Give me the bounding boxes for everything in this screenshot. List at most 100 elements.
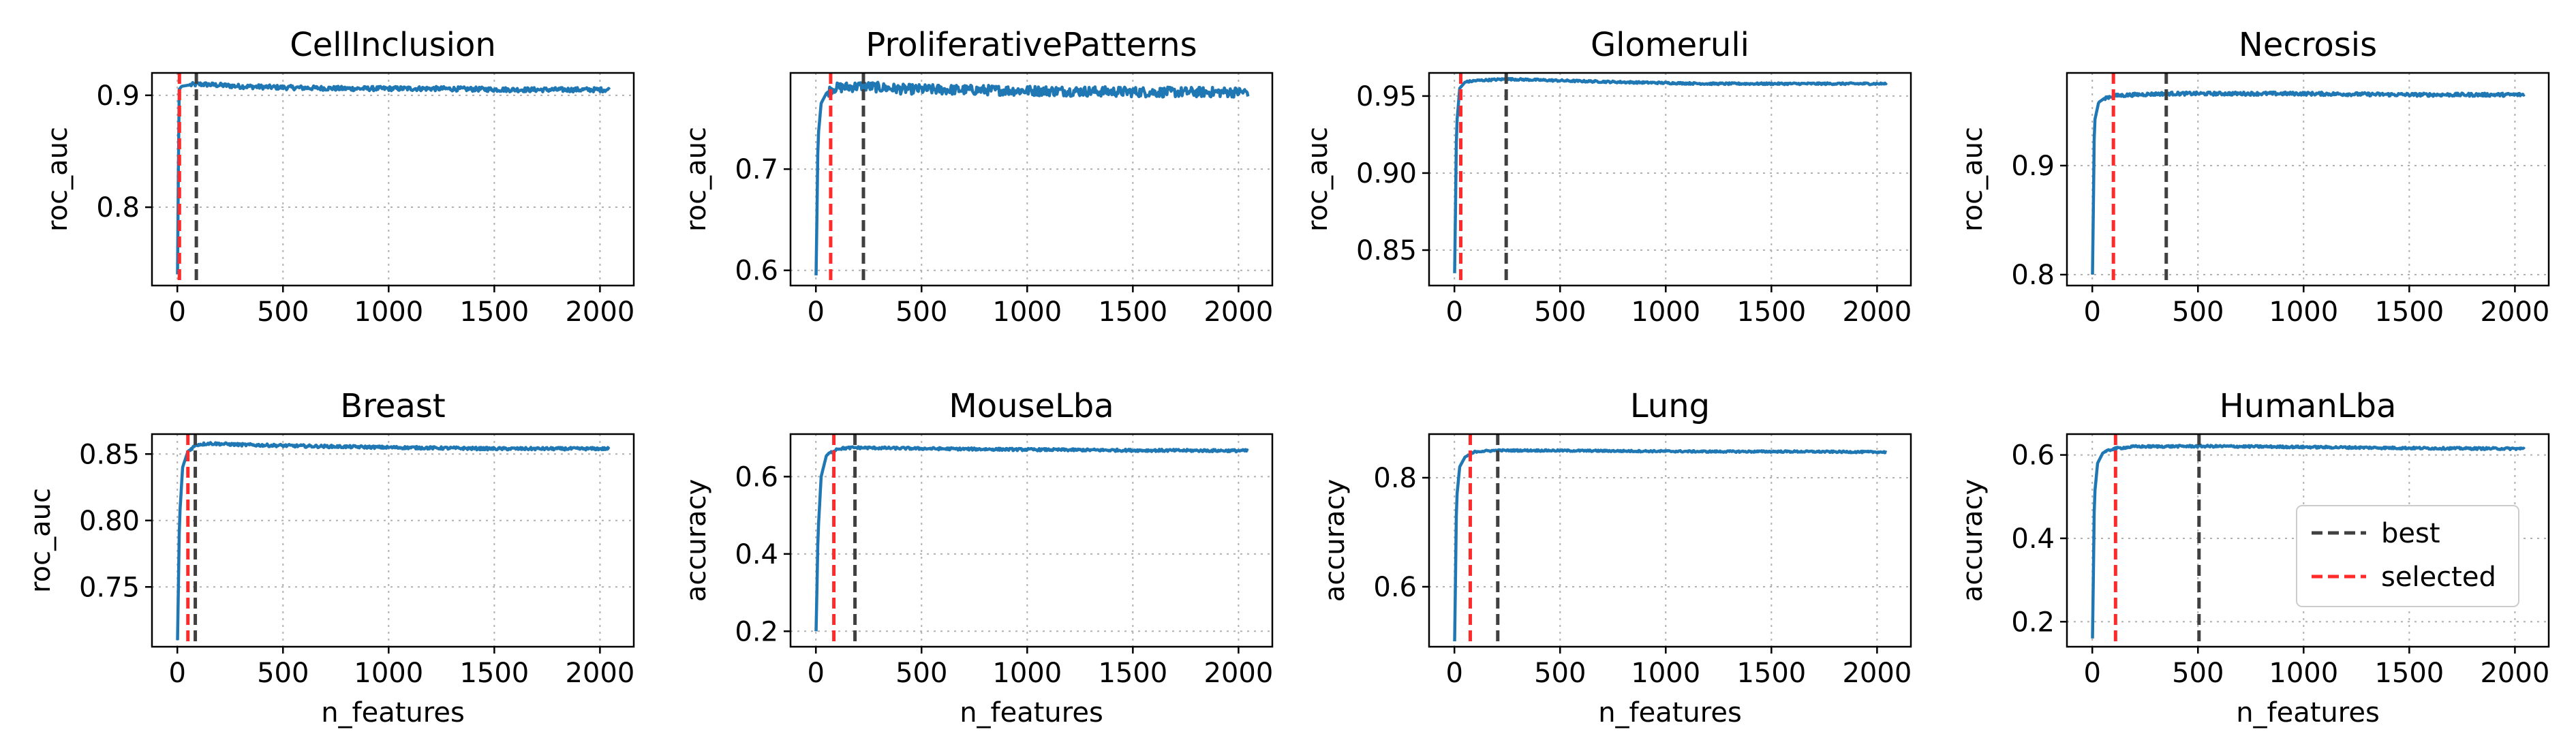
chart-5-series-line [176,441,611,641]
chart-7-axes-frame [1428,433,1912,648]
chart-8-x-tick-label: 2000 [2480,658,2549,689]
chart-4-x-tick-label: 2000 [2480,296,2549,328]
chart-1-y-tick-label: 0.8 [96,192,140,224]
chart-6-x-tick-label: 2000 [1203,658,1273,689]
chart-5-title: Breast [340,387,445,425]
chart-6-x-tick-label: 1000 [992,658,1062,689]
chart-3-x-tick-label: 500 [1534,296,1586,328]
chart-7-x-tick-label: 1000 [1631,658,1700,689]
chart-2-title: ProliferativePatterns [865,26,1197,64]
chart-1-x-tick-label: 1500 [459,296,529,328]
chart-7-x-tick-label: 2000 [1842,658,1912,689]
chart-4-y-tick-label: 0.8 [2011,260,2055,291]
chart-8-x-tick-label: 1000 [2269,658,2338,689]
chart-3-series-line [1453,76,1888,273]
chart-2-y-axis-label: roc_auc [681,127,712,232]
chart-8-x-tick-label: 0 [2083,658,2100,689]
chart-6-x-tick-label: 1500 [1098,658,1167,689]
chart-3-x-tick-label: 2000 [1842,296,1912,328]
chart-panel-7: 0 500 1000 1500 2000 0.6 0.8 Lung accuracy n_feat… [1319,387,1912,729]
chart-2-series-line [814,80,1250,276]
chart-4-series-line [2091,90,2526,275]
chart-3-x-tick-label: 1000 [1631,296,1700,328]
chart-3-y-axis-label: roc_auc [1302,127,1334,232]
chart-7-x-tick-label: 1500 [1736,658,1806,689]
chart-3-x-tick-label: 0 [1445,296,1462,328]
chart-1-x-tick-label: 2000 [565,296,634,328]
legend-best-label: best [2381,518,2440,549]
chart-4-y-tick-label: 0.9 [2011,151,2055,182]
chart-6-y-tick-label: 0.2 [735,616,778,647]
chart-3-y-tick-label: 0.90 [1356,158,1417,189]
chart-7-x-tick-label: 500 [1534,658,1586,689]
chart-8-y-axis-label: accuracy [1957,479,1989,602]
chart-2-x-tick-label: 1500 [1098,296,1167,328]
chart-6-y-axis-label: accuracy [681,479,712,602]
chart-6-x-axis-label: n_features [960,697,1103,729]
chart-7-x-axis-label: n_features [1598,697,1742,729]
chart-1-x-tick-label: 500 [257,296,309,328]
chart-5-y-axis-label: roc_auc [25,488,57,593]
chart-7-y-tick-label: 0.6 [1373,572,1417,603]
chart-1-title: CellInclusion [290,26,496,64]
chart-5-x-tick-label: 1500 [459,658,529,689]
chart-7-series-line [1453,448,1888,642]
chart-panel-6: 0 500 1000 1500 2000 0.2 0.4 0.6 MouseLba accurac… [681,387,1273,729]
chart-6-series-line [814,445,1249,632]
chart-5-x-tick-label: 500 [257,658,309,689]
chart-3-title: Glomeruli [1591,26,1749,64]
chart-8-x-axis-label: n_features [2236,697,2380,729]
chart-7-y-axis-label: accuracy [1319,479,1351,602]
chart-panel-8: 0 500 1000 1500 2000 0.2 0.4 0.6 HumanLba accurac… [1957,387,2549,729]
chart-5-x-tick-label: 1000 [354,658,423,689]
chart-8-series-line [2091,443,2526,639]
chart-5-y-tick-label: 0.85 [79,439,140,470]
chart-4-title: Necrosis [2239,26,2377,64]
chart-panel-3: 0 500 1000 1500 2000 0.85 0.90 0.95 Glomeruli roc… [1302,26,1912,328]
legend-frame [2296,505,2519,607]
chart-panel-5: 0 500 1000 1500 2000 0.75 0.80 0.85 Breast roc_au… [25,387,634,729]
chart-6-axes-frame [789,433,1274,648]
chart-2-y-tick-label: 0.7 [735,154,778,185]
chart-2-x-tick-label: 500 [895,296,947,328]
chart-1-axes-frame [151,72,635,287]
chart-2-x-tick-label: 2000 [1203,296,1273,328]
chart-8-title: HumanLba [2220,387,2397,425]
chart-8-x-tick-label: 500 [2172,658,2224,689]
chart-1-y-axis-label: roc_auc [42,127,74,232]
chart-8-axes-frame [2066,433,2550,648]
chart-2-x-tick-label: 1000 [992,296,1062,328]
chart-5-x-tick-label: 0 [168,658,185,689]
chart-1-y-tick-label: 0.9 [96,80,140,112]
chart-4-axes-frame [2066,72,2550,287]
chart-panel-1: 0 500 1000 1500 2000 0.8 0.9 CellInclusion roc_a… [42,26,634,328]
chart-2-x-tick-label: 0 [807,296,824,328]
chart-4-y-axis-label: roc_auc [1957,127,1989,232]
chart-6-y-tick-label: 0.6 [735,461,778,493]
chart-6-y-tick-label: 0.4 [735,539,778,570]
chart-1-x-tick-label: 0 [168,296,185,328]
chart-6-x-tick-label: 0 [807,658,824,689]
chart-5-x-tick-label: 2000 [565,658,634,689]
chart-2-y-tick-label: 0.6 [735,256,778,287]
chart-4-x-tick-label: 0 [2083,296,2100,328]
chart-7-title: Lung [1630,387,1710,425]
chart-panel-4: 0 500 1000 1500 2000 0.8 0.9 Necrosis roc_auc [1957,26,2549,328]
chart-1-x-tick-label: 1000 [354,296,423,328]
chart-4-x-tick-label: 500 [2172,296,2224,328]
chart-6-title: MouseLba [949,387,1114,425]
chart-4-x-tick-label: 1000 [2269,296,2338,328]
chart-5-y-tick-label: 0.75 [79,572,140,603]
chart-7-y-tick-label: 0.8 [1373,463,1417,494]
chart-8-y-tick-label: 0.6 [2011,440,2055,472]
chart-8-x-tick-label: 1500 [2374,658,2444,689]
chart-4-x-tick-label: 1500 [2374,296,2444,328]
chart-5-y-tick-label: 0.80 [79,506,140,537]
legend-selected-label: selected [2381,562,2496,593]
chart-1-series-line [176,80,611,275]
chart-3-x-tick-label: 1500 [1736,296,1806,328]
chart-5-x-axis-label: n_features [321,697,465,729]
chart-panel-2: 0 500 1000 1500 2000 0.6 0.7 ProliferativePatte… [681,26,1273,328]
chart-7-x-tick-label: 0 [1445,658,1462,689]
